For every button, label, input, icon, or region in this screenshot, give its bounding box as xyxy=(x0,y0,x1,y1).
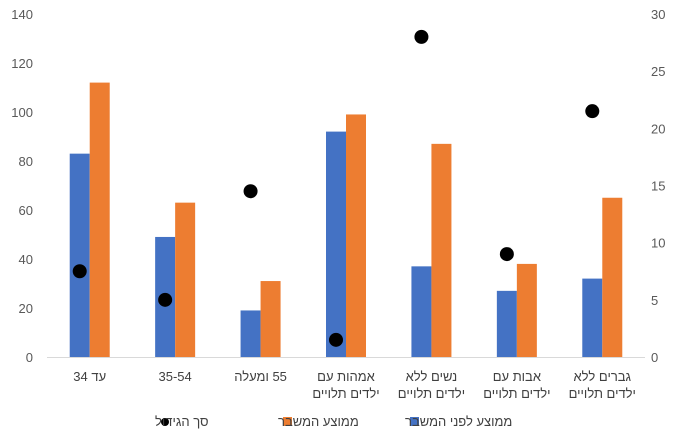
y-left-tick-label: 80 xyxy=(19,154,33,169)
y-right-tick-label: 5 xyxy=(651,293,658,308)
bar xyxy=(431,143,452,357)
category-label: עד 34 xyxy=(73,369,106,384)
y-right-tick-label: 20 xyxy=(651,121,665,136)
y-left-tick-label: 60 xyxy=(19,203,33,218)
total-increase-marker xyxy=(158,292,173,307)
category-label-line: אמהות עם xyxy=(317,369,375,384)
category-label-line: 55 ומעלה xyxy=(234,369,287,384)
legend-swatch xyxy=(410,417,419,426)
y-left-tick-label: 40 xyxy=(19,252,33,267)
y-left-tick-label: 20 xyxy=(19,301,33,316)
total-increase-marker xyxy=(243,184,258,199)
category-label-line: ילדים תלויים xyxy=(398,386,465,401)
legend-marker xyxy=(161,418,169,426)
bar xyxy=(582,278,603,357)
total-increase-marker xyxy=(414,29,429,44)
category-label: גברים ללא ילדים תלויים xyxy=(569,369,636,401)
y-left-tick-label: 100 xyxy=(11,105,33,120)
legend-label: סך הגידול xyxy=(155,414,209,429)
bar xyxy=(346,114,366,357)
category-label: אבות עם ילדים תלויים xyxy=(483,369,550,401)
legend-label: ממוצע המשבר xyxy=(278,414,359,429)
bar xyxy=(69,153,90,357)
y-left-tick-label: 120 xyxy=(11,56,33,71)
legend-swatch xyxy=(283,417,292,426)
category-label-line: עד 34 xyxy=(73,369,106,384)
category-label-line: ילדים תלויים xyxy=(312,386,379,401)
total-increase-marker xyxy=(585,104,600,119)
category-label: אמהות עם ילדים תלויים xyxy=(312,369,379,401)
y-left-tick-label: 140 xyxy=(11,7,33,22)
y-right-tick-label: 15 xyxy=(651,179,665,194)
total-increase-marker xyxy=(72,264,87,279)
bar xyxy=(516,263,537,357)
bar xyxy=(326,131,346,357)
category-label: 55 ומעלה xyxy=(234,369,287,384)
bar xyxy=(240,310,261,357)
y-right-tick-label: 30 xyxy=(651,7,665,22)
y-left-tick-label: 0 xyxy=(26,350,33,365)
category-label: נשים ללא ילדים תלויים xyxy=(398,369,465,401)
bar xyxy=(602,197,623,357)
y-right-tick-label: 25 xyxy=(651,64,665,79)
total-increase-marker xyxy=(329,332,343,347)
y-right-tick-label: 0 xyxy=(651,350,658,365)
category-label-line: גברים ללא xyxy=(573,369,631,384)
category-label-line: 35-54 xyxy=(159,369,192,384)
category-label-line: ילדים תלויים xyxy=(569,386,636,401)
bar xyxy=(89,82,110,357)
bar xyxy=(496,290,517,357)
legend-label: ממוצע לפני המשבר xyxy=(405,414,512,429)
category-label-line: אבות עם xyxy=(493,369,541,384)
total-increase-marker xyxy=(499,247,514,262)
category-label-line: ילדים תלויים xyxy=(483,386,550,401)
category-label: 35-54 xyxy=(159,369,192,384)
y-right-tick-label: 10 xyxy=(651,236,665,251)
category-label-line: נשים ללא xyxy=(406,369,458,384)
bar xyxy=(260,281,281,357)
bar xyxy=(411,266,432,357)
bar xyxy=(175,202,196,357)
